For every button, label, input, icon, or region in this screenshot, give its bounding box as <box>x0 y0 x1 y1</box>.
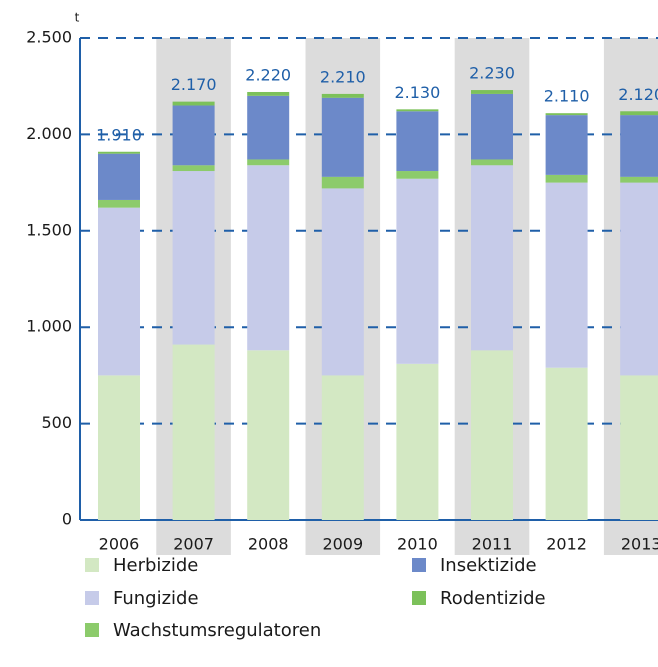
bar-segment <box>620 176 658 183</box>
bar-segment <box>471 93 513 160</box>
bar-segment <box>471 350 513 520</box>
bar-segment <box>98 207 140 376</box>
legend-label: Herbizide <box>113 555 198 576</box>
bar-segment <box>172 165 215 172</box>
bar-segment <box>396 363 439 520</box>
bar-segment <box>471 90 513 94</box>
x-tick-label: 2008 <box>248 535 289 554</box>
bar-segment <box>545 174 588 183</box>
total-label: 2.170 <box>171 75 217 94</box>
bar-segment <box>396 171 439 179</box>
bar-segment <box>98 199 140 208</box>
bar-segment <box>321 93 364 98</box>
legend-label: Insektizide <box>440 555 537 576</box>
bar-segment <box>545 115 588 175</box>
y-tick-label: 2.000 <box>26 124 72 143</box>
y-axis-label: t <box>75 11 80 25</box>
x-tick-label: 2012 <box>546 535 587 554</box>
total-label: 2.210 <box>320 67 366 86</box>
bar-segment <box>172 344 215 520</box>
y-tick-label: 1.000 <box>26 317 72 336</box>
bar-segment <box>396 109 439 112</box>
legend-swatch <box>85 558 99 572</box>
y-tick-label: 0 <box>62 510 72 529</box>
bar-segment <box>172 105 215 166</box>
bar-segment <box>172 171 215 345</box>
y-tick-label: 500 <box>41 413 72 432</box>
legend-label: Wachstumsregulatoren <box>113 620 321 641</box>
x-tick-label: 2009 <box>322 535 363 554</box>
bar-segment <box>321 188 364 376</box>
legend-swatch <box>412 558 426 572</box>
total-label: 2.220 <box>245 65 291 84</box>
bar-segment <box>321 375 364 520</box>
bar-segment <box>620 111 658 116</box>
bar-segment <box>396 111 439 172</box>
bar-segment <box>98 375 140 520</box>
x-tick-label: 2006 <box>99 535 140 554</box>
bar-segment <box>620 182 658 376</box>
x-tick-label: 2007 <box>173 535 214 554</box>
x-tick-label: 2011 <box>472 535 513 554</box>
bar-segment <box>545 182 588 368</box>
x-tick-label: 2010 <box>397 535 438 554</box>
legend-label: Fungizide <box>113 588 199 609</box>
y-tick-label: 1.500 <box>26 220 72 239</box>
x-tick-label: 2013 <box>621 535 658 554</box>
bar-segment <box>247 165 290 351</box>
bar-segment <box>471 159 513 166</box>
bar-segment <box>396 178 439 364</box>
bar-segment <box>321 176 364 189</box>
bar-segment <box>172 101 215 106</box>
legend-swatch <box>412 591 426 605</box>
bar-segment <box>545 113 588 116</box>
bar-segment <box>98 151 140 154</box>
bar-segment <box>620 115 658 177</box>
legend-swatch <box>85 591 99 605</box>
bar-segment <box>247 95 290 160</box>
legend-swatch <box>85 623 99 637</box>
total-label: 2.130 <box>394 83 440 102</box>
bar-segment <box>247 91 290 96</box>
total-label: 2.120 <box>618 85 658 104</box>
y-tick-label: 2.500 <box>26 28 72 47</box>
bar-segment <box>247 159 290 166</box>
bar-segment <box>620 375 658 520</box>
bar-segment <box>471 165 513 351</box>
total-label: 1.910 <box>96 125 142 144</box>
bar-segment <box>98 153 140 200</box>
legend-label: Rodentizide <box>440 588 546 609</box>
total-label: 2.110 <box>544 87 590 106</box>
bar-segment <box>247 350 290 520</box>
total-label: 2.230 <box>469 64 515 83</box>
bar-segment <box>321 97 364 177</box>
bar-segment <box>545 367 588 520</box>
